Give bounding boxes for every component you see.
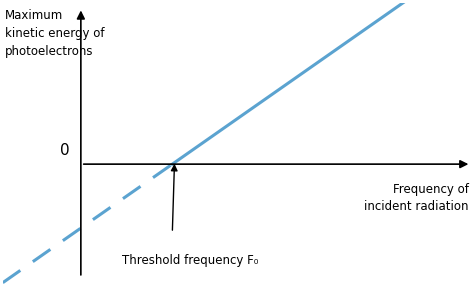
Text: 0: 0 (60, 143, 70, 158)
Text: Threshold frequency F₀: Threshold frequency F₀ (122, 255, 258, 268)
Text: Maximum
kinetic energy of
photoelectrons: Maximum kinetic energy of photoelectrons (5, 9, 104, 58)
Text: Frequency of
incident radiation: Frequency of incident radiation (365, 184, 469, 213)
